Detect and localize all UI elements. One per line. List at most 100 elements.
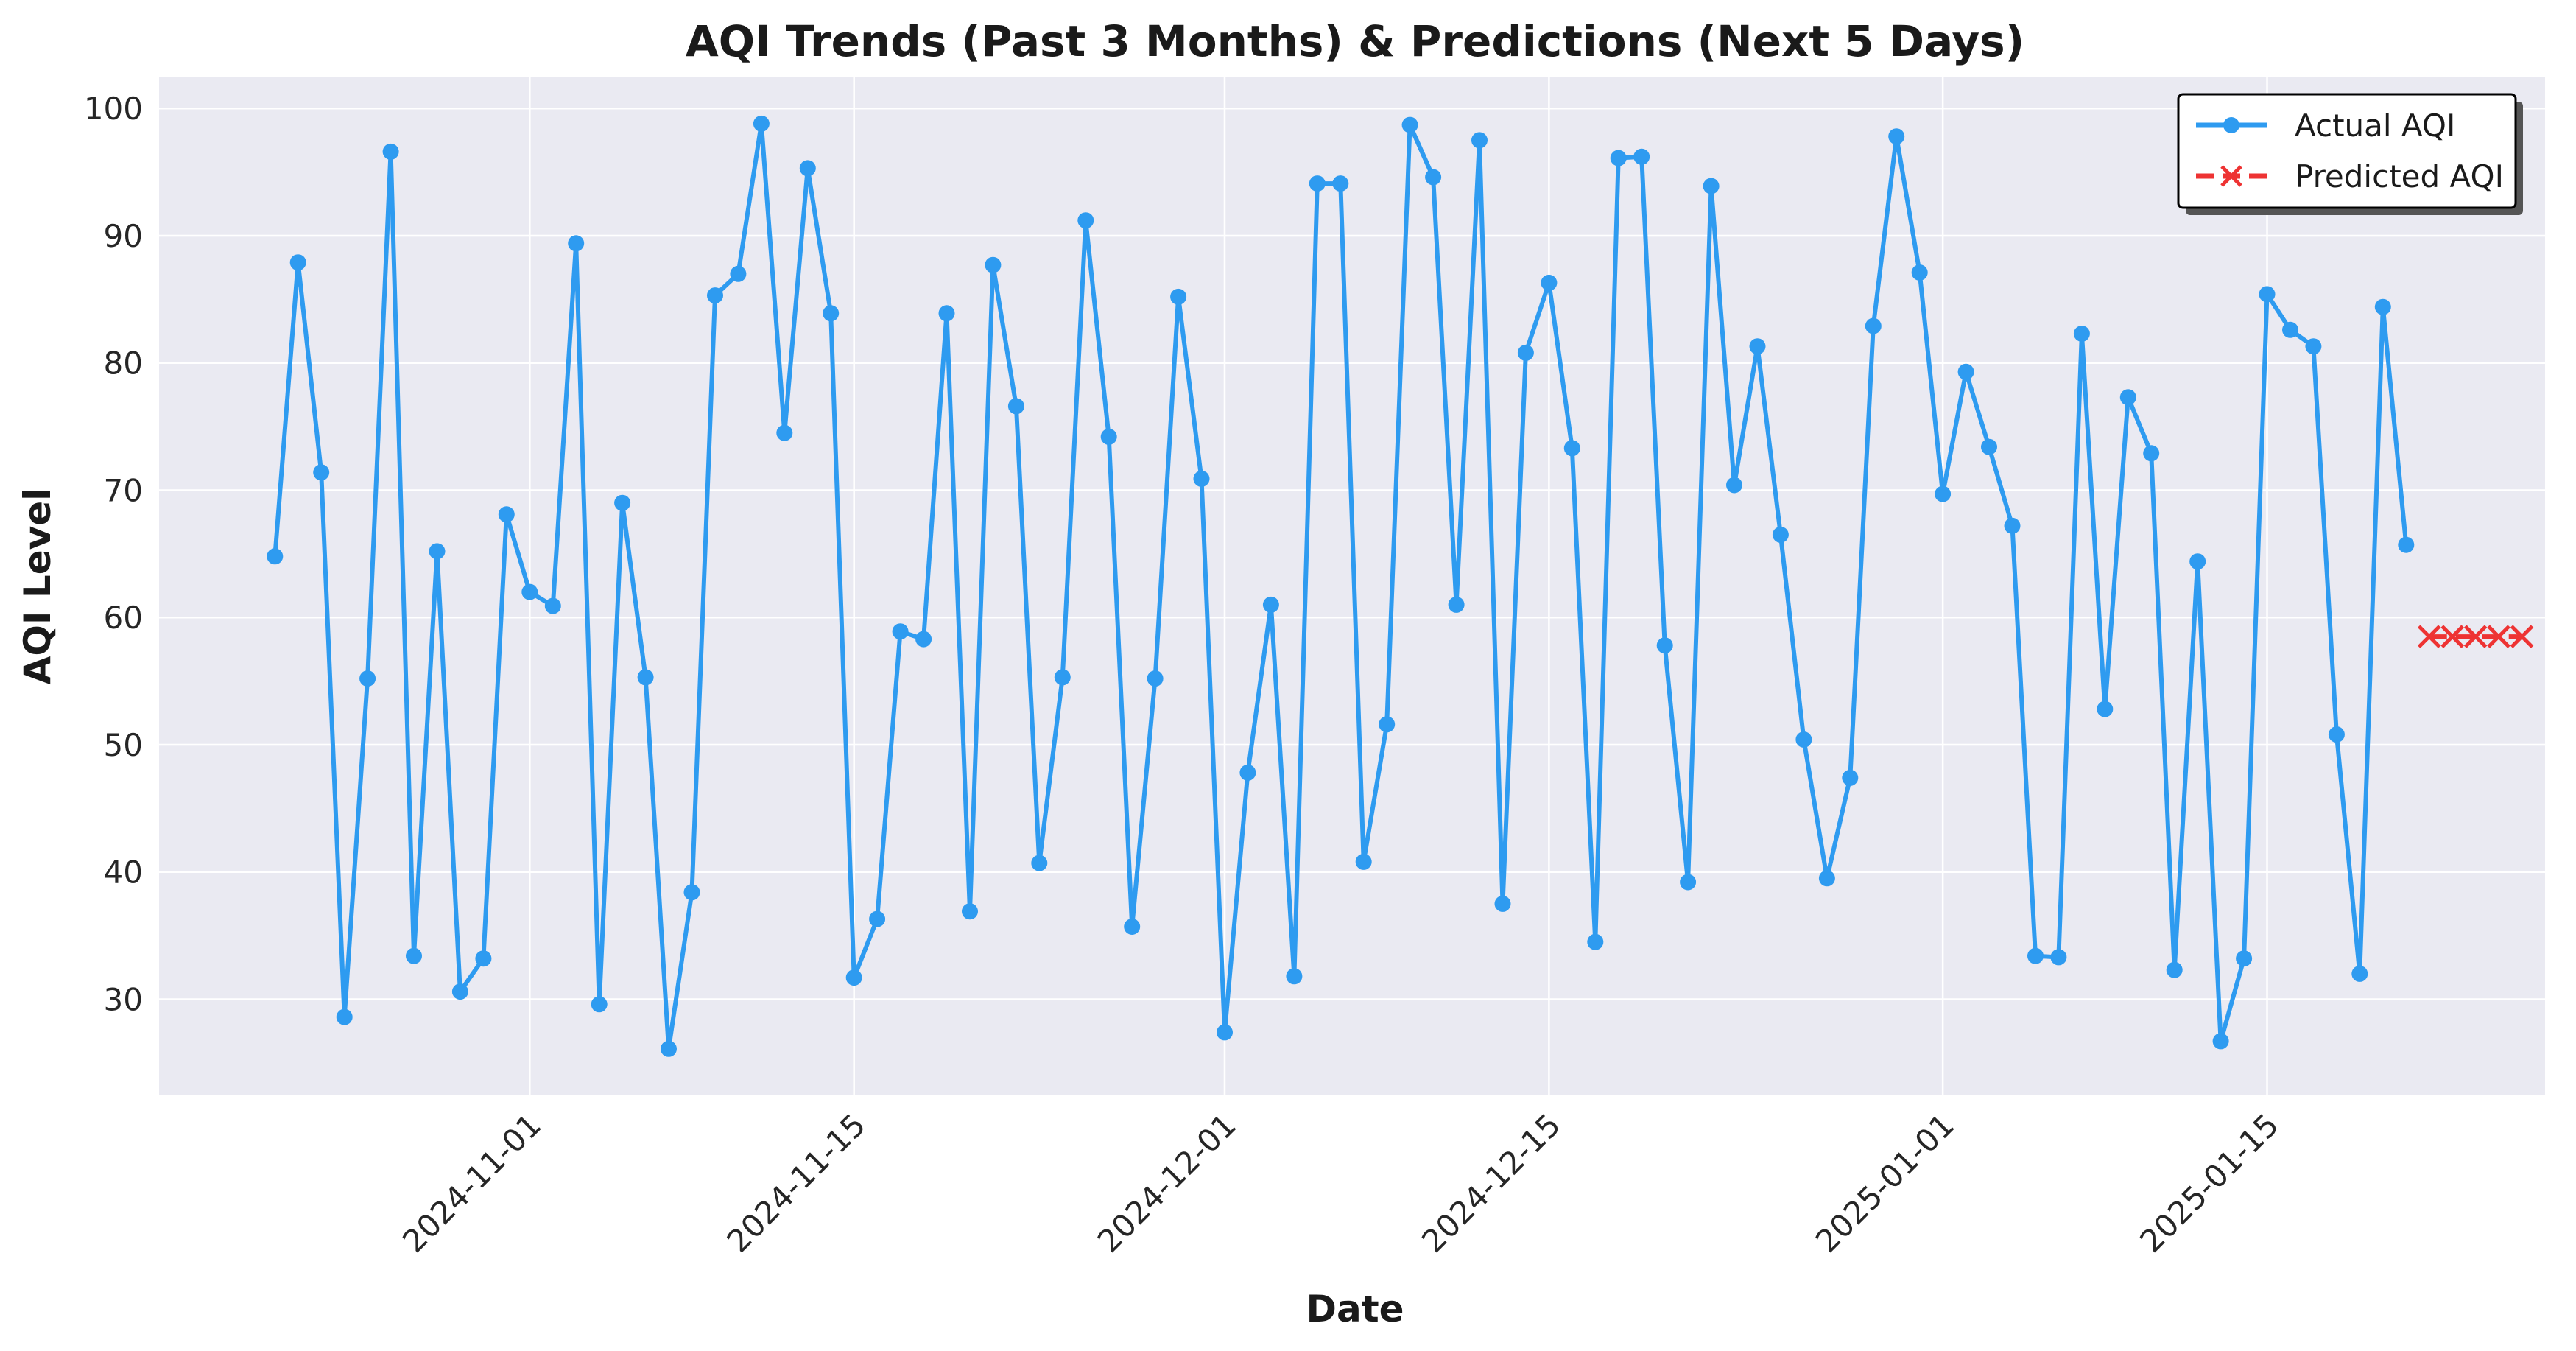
grid-lines [159, 77, 2545, 1095]
predicted-aqi-point [2463, 625, 2488, 648]
actual-aqi-point [1795, 731, 1812, 748]
actual-aqi-point [2073, 326, 2090, 342]
y-tick-label: 80 [104, 345, 143, 382]
legend-predicted-marker [2220, 165, 2242, 187]
x-tick-label: 2024-11-01 [395, 1106, 548, 1259]
actual-aqi-point [591, 996, 608, 1013]
actual-aqi-point [1772, 526, 1789, 543]
actual-aqi-point [1818, 870, 1835, 887]
actual-aqi-point [1633, 148, 1650, 165]
actual-aqi-point [1610, 150, 1627, 166]
actual-aqi-point [2351, 965, 2368, 982]
actual-aqi-point [614, 494, 631, 511]
actual-aqi-point [429, 543, 446, 560]
actual-aqi-point [753, 115, 770, 132]
actual-aqi-point [1517, 344, 1534, 361]
x-tick-label: 2025-01-15 [2133, 1106, 2285, 1259]
actual-aqi-point [2027, 947, 2044, 964]
actual-aqi-point [313, 464, 330, 481]
x-tick-labels: 2024-11-01 2024-11-15 2024-12-01 2024-12-15… [395, 1106, 2285, 1259]
x-tick-label: 2024-12-01 [1091, 1106, 1243, 1259]
actual-aqi-point [2305, 338, 2322, 355]
predicted-aqi-point [2487, 625, 2510, 648]
actual-aqi-point [1124, 919, 1141, 935]
actual-aqi-point [1842, 769, 1859, 786]
actual-aqi-point [1749, 338, 1766, 355]
actual-aqi-point [475, 950, 492, 967]
legend: Actual AQI Predicted AQI [2177, 93, 2523, 215]
x-tick-label: 2024-11-15 [720, 1106, 873, 1259]
actual-aqi-point [799, 160, 816, 177]
actual-aqi-point [661, 1040, 677, 1057]
actual-aqi-point [1355, 853, 1372, 870]
x-tick-label: 2025-01-01 [1809, 1106, 1961, 1259]
actual-aqi-point [2166, 961, 2183, 978]
legend-actual-label: Actual AQI [2295, 108, 2455, 144]
actual-aqi-point [406, 947, 422, 964]
y-tick-label: 70 [104, 472, 143, 508]
actual-aqi-point [1309, 175, 1326, 192]
actual-aqi-point [1170, 288, 1187, 305]
actual-aqi-point [2050, 949, 2067, 966]
actual-aqi-point [776, 424, 793, 441]
actual-aqi-point [1911, 264, 1928, 281]
actual-aqi-point [359, 670, 376, 687]
y-tick-label: 90 [104, 218, 143, 254]
actual-aqi-point [267, 548, 284, 565]
actual-aqi-point [1077, 212, 1094, 229]
actual-aqi-point [683, 884, 700, 901]
actual-aqi-point [1865, 317, 1882, 334]
actual-aqi-point [336, 1008, 353, 1025]
actual-aqi-point [1563, 440, 1580, 457]
chart-title: AQI Trends (Past 3 Months) & Predictions… [686, 16, 2024, 66]
actual-aqi-point [2119, 389, 2136, 406]
actual-aqi-point [1239, 764, 1256, 781]
actual-aqi-point [2374, 298, 2391, 315]
legend-predicted-label: Predicted AQI [2295, 158, 2504, 194]
y-tick-label: 100 [84, 91, 143, 127]
actual-aqi-point [1957, 363, 1974, 380]
actual-aqi-point [730, 265, 747, 282]
actual-aqi-point [1031, 855, 1048, 871]
actual-aqi-point [2212, 1033, 2229, 1050]
y-tick-labels: 30 40 50 60 70 80 90 100 [84, 91, 143, 1017]
actual-aqi-point [938, 305, 955, 322]
actual-aqi-point [1587, 933, 1604, 950]
actual-aqi-point [1656, 637, 1673, 654]
y-tick-label: 30 [104, 981, 143, 1017]
actual-aqi-point [521, 583, 538, 600]
actual-aqi-point [823, 305, 840, 322]
legend-entry-predicted: Predicted AQI [2196, 158, 2504, 194]
actual-aqi-point [892, 623, 909, 640]
actual-aqi-point [2328, 726, 2345, 743]
actual-aqi-point [1147, 670, 1164, 687]
actual-aqi-point [1262, 596, 1279, 613]
actual-aqi-point [1935, 485, 1952, 502]
actual-aqi-point [544, 597, 561, 614]
actual-aqi-point [2236, 950, 2253, 967]
x-axis-label: Date [1306, 1288, 1404, 1330]
actual-aqi-point [1054, 669, 1071, 686]
actual-aqi-point [1981, 438, 1997, 455]
actual-aqi-point [1471, 132, 1488, 149]
actual-aqi-point [289, 254, 306, 271]
predicted-aqi-point [2510, 625, 2534, 648]
actual-aqi-point [845, 969, 862, 986]
actual-aqi-point [1703, 178, 1720, 194]
y-axis-label: AQI Level [16, 488, 59, 685]
actual-aqi-point [451, 983, 468, 1000]
y-tick-label: 60 [104, 600, 143, 636]
actual-aqi-point [568, 235, 585, 252]
actual-aqi-point [1379, 716, 1396, 733]
actual-aqi-point [1726, 477, 1742, 494]
y-tick-label: 40 [104, 855, 143, 891]
actual-aqi-point [1007, 398, 1024, 415]
legend-entry-actual: Actual AQI [2196, 108, 2455, 144]
actual-aqi-point [915, 631, 932, 648]
actual-aqi-point [985, 256, 1002, 273]
actual-aqi-point [637, 669, 654, 686]
actual-aqi-point [2189, 553, 2206, 570]
actual-aqi-point [1286, 968, 1303, 985]
x-tick-label: 2024-12-15 [1415, 1106, 1567, 1259]
